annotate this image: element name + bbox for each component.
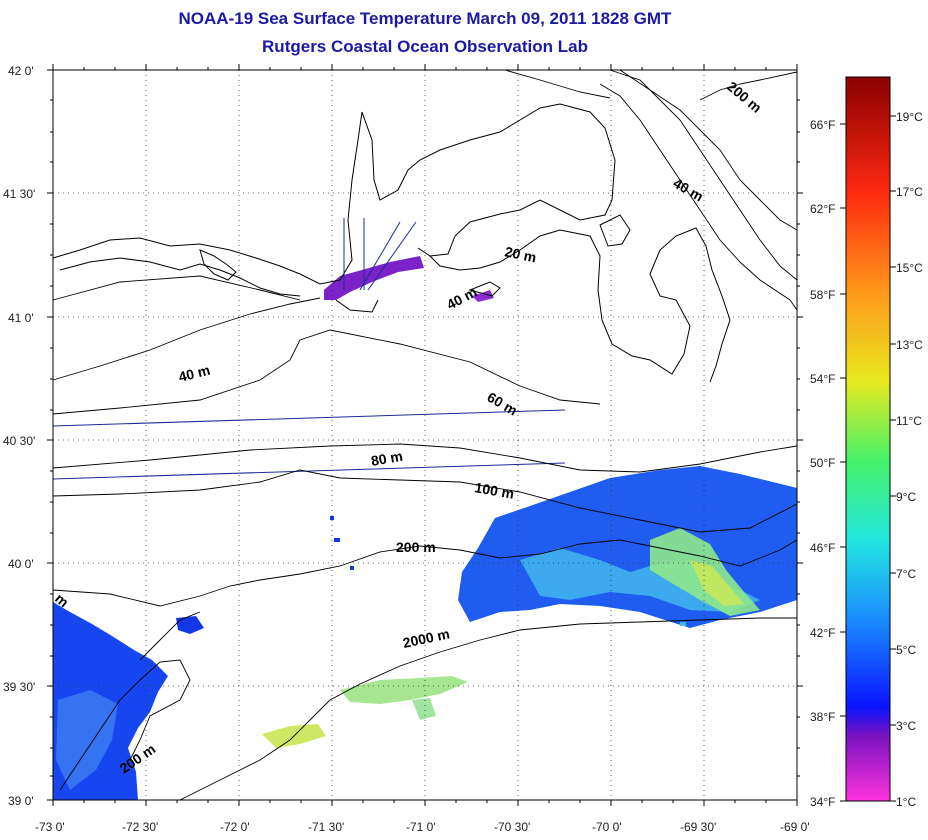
f-label: 46°F xyxy=(810,541,835,555)
f-label: 50°F xyxy=(810,456,835,470)
lon-label: -73 0' xyxy=(35,820,65,834)
c-label: 3°C xyxy=(896,719,916,733)
color-bar-gradient xyxy=(845,76,891,802)
f-label: 42°F xyxy=(810,626,835,640)
lon-label: -70 30' xyxy=(494,820,530,834)
lat-label: 40 30' xyxy=(3,434,35,448)
lat-label: 39 30' xyxy=(3,680,35,694)
fahrenheit-labels: 66°F 62°F 58°F 54°F 50°F 46°F 42°F 38°F … xyxy=(810,118,835,809)
c-label: 1°C xyxy=(896,795,916,809)
lon-label: -72 30' xyxy=(122,820,158,834)
color-bar: 66°F 62°F 58°F 54°F 50°F 46°F 42°F 38°F … xyxy=(810,76,923,809)
contour-label-200m-mid: 200 m xyxy=(396,539,436,555)
track-lines xyxy=(52,218,566,480)
f-label: 38°F xyxy=(810,710,835,724)
c-label: 5°C xyxy=(896,643,916,657)
c-label: 15°C xyxy=(896,261,923,275)
sst-patch-slope-small xyxy=(412,698,436,720)
contour-label-80m: 80 m xyxy=(370,448,404,469)
map-subtitle: Rutgers Coastal Ocean Observation Lab xyxy=(262,37,588,56)
contour-label-40m-mid: 40 m xyxy=(444,284,480,313)
sst-patch-small-blue xyxy=(176,616,204,634)
c-label: 17°C xyxy=(896,185,923,199)
contour-label-40m-east: 40 m xyxy=(671,175,707,205)
lon-label: -69 0' xyxy=(780,820,810,834)
celsius-labels: 19°C 17°C 15°C 13°C 11°C 9°C 7°C 5°C 3°C… xyxy=(896,110,923,809)
lon-label: -70 0' xyxy=(592,820,622,834)
contour-label-2000m: 2000 m xyxy=(401,625,451,651)
lat-label: 41 30' xyxy=(3,187,35,201)
lat-label: 39 0' xyxy=(8,794,34,808)
contour-label-40m-west: 40 m xyxy=(177,362,212,385)
c-label: 9°C xyxy=(896,490,916,504)
coastline xyxy=(52,103,731,383)
c-label: 13°C xyxy=(896,338,923,352)
f-label: 66°F xyxy=(810,118,835,132)
lon-label: -71 0' xyxy=(406,820,436,834)
contour-label-200m-north: 200 m xyxy=(724,78,765,116)
contour-label-20m: 20 m xyxy=(503,243,538,265)
c-label: 11°C xyxy=(896,414,922,428)
f-label: 58°F xyxy=(810,288,835,302)
lat-label: 41 0' xyxy=(8,311,34,325)
lon-label: -69 30' xyxy=(680,820,716,834)
sst-patch-purple xyxy=(324,256,424,300)
lat-label: 40 0' xyxy=(8,557,34,571)
sst-pixels xyxy=(53,256,797,800)
bathymetry-contours xyxy=(52,69,798,801)
f-label: 62°F xyxy=(810,202,835,216)
latitude-labels: 42 0' 41 30' 41 0' 40 30' 40 0' 39 30' 3… xyxy=(3,64,35,808)
longitude-labels: -73 0' -72 30' -72 0' -71 30' -71 0' -70… xyxy=(35,820,810,834)
c-label: 19°C xyxy=(896,110,923,124)
c-label: 7°C xyxy=(896,567,916,581)
contour-label-100m: 100 m xyxy=(473,479,515,502)
axis-ticks xyxy=(47,64,803,806)
lon-label: -72 0' xyxy=(220,820,250,834)
f-label: 54°F xyxy=(810,372,835,386)
lat-label: 42 0' xyxy=(8,64,34,78)
f-label: 34°F xyxy=(810,795,835,809)
graticule xyxy=(53,70,797,800)
sst-patch-purple-small xyxy=(472,290,494,302)
sst-patch-offshore-yellow xyxy=(690,560,744,606)
map-title: NOAA-19 Sea Surface Temperature March 09… xyxy=(178,9,672,28)
sst-patch-slope-green xyxy=(340,676,468,704)
sst-patch-southwest-light xyxy=(56,690,118,790)
lon-label: -71 30' xyxy=(308,820,344,834)
contour-label-60m: 60 m xyxy=(485,389,521,419)
